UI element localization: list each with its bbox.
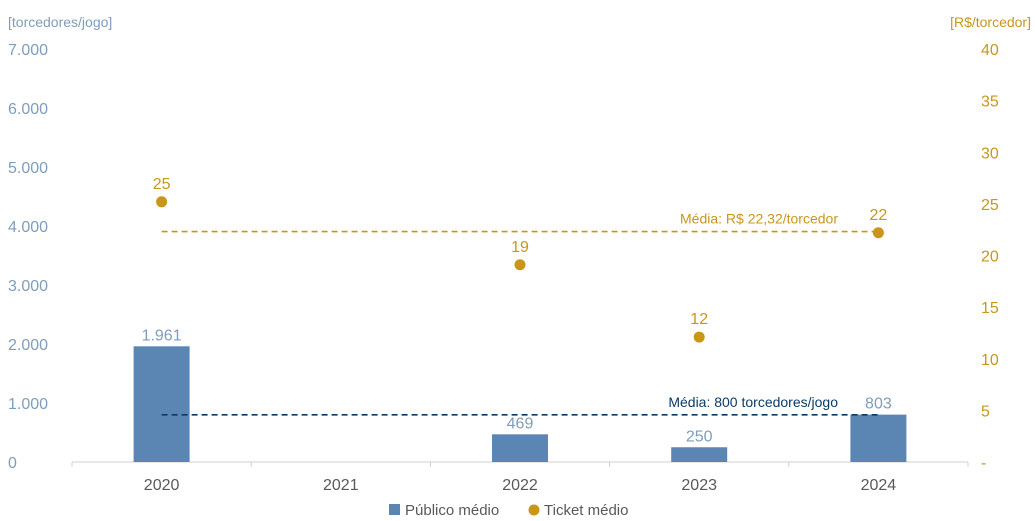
right-tick-label: 5 (981, 403, 990, 420)
right-tick-label: 35 (981, 94, 999, 111)
scatter-series: 25 19 12 22 (153, 176, 888, 343)
right-tick-label: 30 (981, 145, 999, 162)
left-tick-label: 2.000 (8, 337, 48, 354)
category-label: 2020 (144, 477, 180, 494)
dot-ticket-2024 (872, 227, 884, 239)
category-label: 2024 (861, 477, 897, 494)
reference-line-label: Média: 800 torcedores/jogo (668, 394, 838, 410)
legend-label-publico: Público médio (405, 502, 499, 519)
bar-value-label: 250 (686, 428, 713, 445)
left-tick-label: 0 (8, 455, 17, 472)
left-axis-ticks: 0 1.000 2.000 3.000 4.000 5.000 6.000 7.000 (8, 42, 48, 472)
dot-value-label: 19 (511, 239, 529, 256)
left-tick-label: 1.000 (8, 396, 48, 413)
right-tick-label: 15 (981, 300, 999, 317)
dot-ticket-2022 (514, 259, 526, 271)
right-tick-label: 25 (981, 197, 999, 214)
category-labels: 2020 2021 2022 2023 2024 (144, 477, 896, 494)
bar-value-label: 803 (865, 396, 892, 413)
bar-series: 1.961 469 250 803 (133, 327, 907, 462)
right-tick-label: 40 (981, 42, 999, 59)
bar-publico-2023 (671, 447, 728, 462)
category-label: 2022 (502, 477, 538, 494)
dot-ticket-2023 (693, 331, 705, 343)
left-tick-label: 5.000 (8, 160, 48, 177)
left-axis-unit-label: [torcedores/jogo] (8, 14, 112, 30)
dot-value-label: 12 (690, 311, 708, 328)
legend-swatch-ticket (528, 504, 540, 516)
reference-line-label: Média: R$ 22,32/torcedor (680, 211, 838, 227)
category-label: 2023 (681, 477, 717, 494)
left-tick-label: 6.000 (8, 101, 48, 118)
right-axis-unit-label: [R$/torcedor] (950, 14, 1031, 30)
dot-value-label: 25 (153, 176, 171, 193)
category-label: 2021 (323, 477, 359, 494)
right-tick-label: - (981, 455, 986, 472)
legend-label-ticket: Ticket médio (544, 502, 628, 519)
bar-publico-2022 (492, 434, 548, 462)
right-tick-label: 20 (981, 249, 999, 266)
left-tick-label: 3.000 (8, 278, 48, 295)
right-axis-ticks: - 5 10 15 20 25 30 35 40 (981, 42, 999, 472)
right-tick-label: 10 (981, 352, 999, 369)
legend: Público médio Ticket médio (389, 502, 628, 519)
bar-publico-2020 (133, 346, 190, 462)
x-axis-tick-marks (71, 462, 969, 467)
bar-value-label: 469 (507, 415, 534, 432)
dot-value-label: 22 (870, 207, 888, 224)
left-tick-label: 4.000 (8, 219, 48, 236)
legend-swatch-publico (389, 504, 400, 515)
reference-lines: Média: 800 torcedores/jogo Média: R$ 22,3… (161, 211, 879, 416)
bar-value-label: 1.961 (142, 327, 182, 344)
dot-ticket-2020 (156, 196, 168, 208)
bar-publico-2024 (850, 414, 907, 462)
left-tick-label: 7.000 (8, 42, 48, 59)
